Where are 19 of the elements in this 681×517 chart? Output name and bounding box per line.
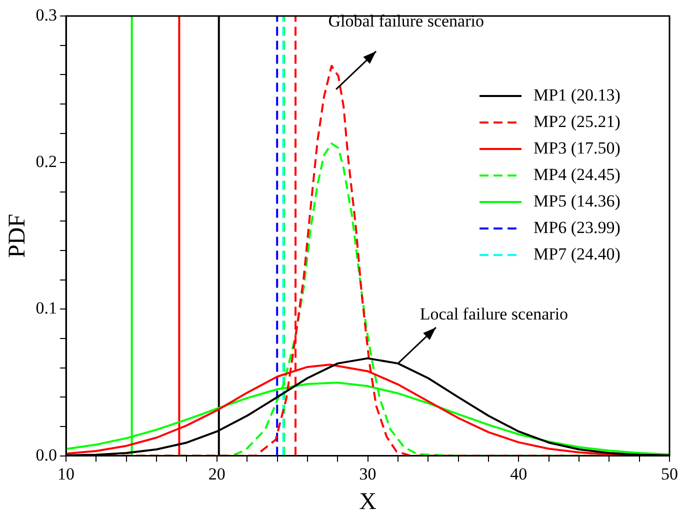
x-tick-label: 30: [359, 464, 376, 484]
x-axis-title: X: [359, 488, 376, 515]
y-tick-label: 0.0: [36, 445, 58, 464]
y-axis-title: PDF: [4, 214, 31, 258]
x-tick-label: 50: [661, 464, 678, 484]
x-tick-label: 10: [58, 464, 75, 484]
y-tick-label: 0.1: [36, 298, 58, 318]
x-tick-label: 20: [208, 464, 226, 484]
legend-label: MP1 (20.13): [534, 85, 620, 104]
legend-label: MP3 (17.50): [534, 138, 620, 158]
legend-label: MP7 (24.40): [534, 244, 620, 264]
legend-label: MP4 (24.45): [534, 164, 620, 184]
x-tick-label: 40: [510, 464, 528, 484]
legend-label: MP6 (23.99): [534, 218, 620, 237]
legend-label: MP5 (14.36): [534, 191, 620, 210]
annotation: Local failure scenario: [420, 304, 568, 324]
y-tick-label: 0.3: [36, 5, 58, 24]
legend-label: MP2 (25.21): [534, 112, 620, 131]
y-tick-label: 0.2: [36, 152, 58, 172]
